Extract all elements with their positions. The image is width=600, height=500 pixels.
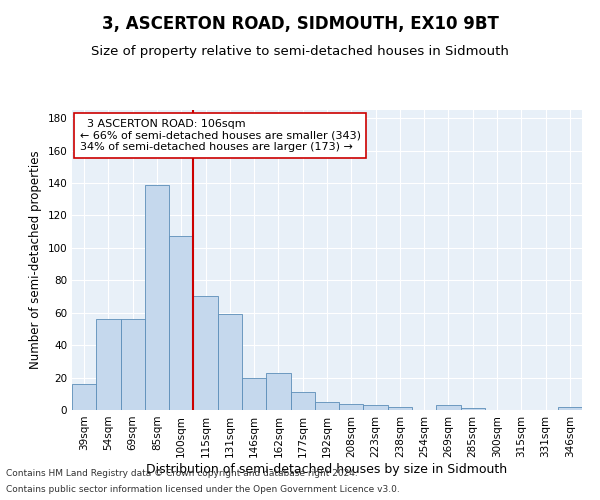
Bar bbox=[193, 296, 218, 410]
Bar bbox=[558, 407, 582, 410]
Bar bbox=[72, 384, 96, 410]
Bar bbox=[169, 236, 193, 410]
Bar bbox=[290, 392, 315, 410]
Bar bbox=[266, 372, 290, 410]
Bar bbox=[364, 405, 388, 410]
Text: Contains public sector information licensed under the Open Government Licence v3: Contains public sector information licen… bbox=[6, 485, 400, 494]
Bar bbox=[242, 378, 266, 410]
Bar bbox=[461, 408, 485, 410]
Bar bbox=[218, 314, 242, 410]
Text: Contains HM Land Registry data © Crown copyright and database right 2024.: Contains HM Land Registry data © Crown c… bbox=[6, 468, 358, 477]
Bar bbox=[315, 402, 339, 410]
Bar bbox=[436, 405, 461, 410]
X-axis label: Distribution of semi-detached houses by size in Sidmouth: Distribution of semi-detached houses by … bbox=[146, 462, 508, 475]
Bar bbox=[96, 319, 121, 410]
Text: 3, ASCERTON ROAD, SIDMOUTH, EX10 9BT: 3, ASCERTON ROAD, SIDMOUTH, EX10 9BT bbox=[101, 15, 499, 33]
Text: 3 ASCERTON ROAD: 106sqm
← 66% of semi-detached houses are smaller (343)
34% of s: 3 ASCERTON ROAD: 106sqm ← 66% of semi-de… bbox=[80, 119, 361, 152]
Y-axis label: Number of semi-detached properties: Number of semi-detached properties bbox=[29, 150, 42, 370]
Bar bbox=[121, 319, 145, 410]
Bar bbox=[145, 184, 169, 410]
Bar bbox=[388, 407, 412, 410]
Text: Size of property relative to semi-detached houses in Sidmouth: Size of property relative to semi-detach… bbox=[91, 45, 509, 58]
Bar bbox=[339, 404, 364, 410]
